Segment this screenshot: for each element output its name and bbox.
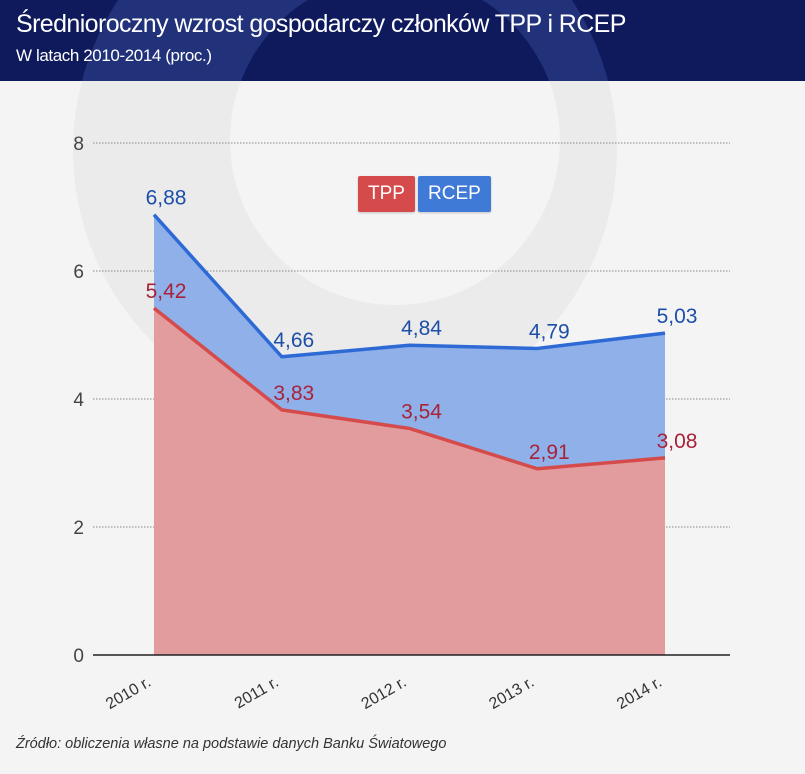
legend-rcep: RCEP [418,176,491,212]
x-tick-label: 2013 r. [486,674,537,713]
source-note: Źródło: obliczenia własne na podstawie d… [16,736,447,752]
data-label-rcep: 6,88 [146,187,187,210]
data-label-rcep: 5,03 [657,305,698,328]
y-tick-label: 2 [73,518,84,539]
chart-header: Średnioroczny wzrost gospodarczy członkó… [0,0,805,81]
x-tick-label: 2012 r. [359,674,410,713]
legend-tpp: TPP [358,176,415,212]
x-tick-label: 2010 r. [103,674,154,713]
data-label-rcep: 4,66 [273,329,314,352]
y-tick-label: 8 [73,134,84,155]
data-label-tpp: 2,91 [529,441,570,464]
header-background [0,0,805,81]
data-label-tpp: 5,42 [146,280,187,303]
line-tpp [152,306,666,471]
chart-title: Średnioroczny wzrost gospodarczy członkó… [16,10,626,38]
area-tpp [154,308,665,655]
y-tick-label: 4 [73,390,84,411]
data-label-tpp: 3,08 [657,430,698,453]
x-tick-label: 2011 r. [232,674,282,713]
data-label-tpp: 3,83 [273,382,314,405]
data-label-rcep: 4,84 [401,317,442,340]
y-tick-label: 6 [73,262,84,283]
x-tick-label: 2014 r. [614,674,665,713]
line-rcep [152,213,666,359]
data-label-tpp: 3,54 [401,400,442,423]
y-tick-label: 0 [73,646,84,667]
data-label-rcep: 4,79 [529,320,570,343]
chart-subtitle: W latach 2010-2014 (proc.) [16,46,212,65]
